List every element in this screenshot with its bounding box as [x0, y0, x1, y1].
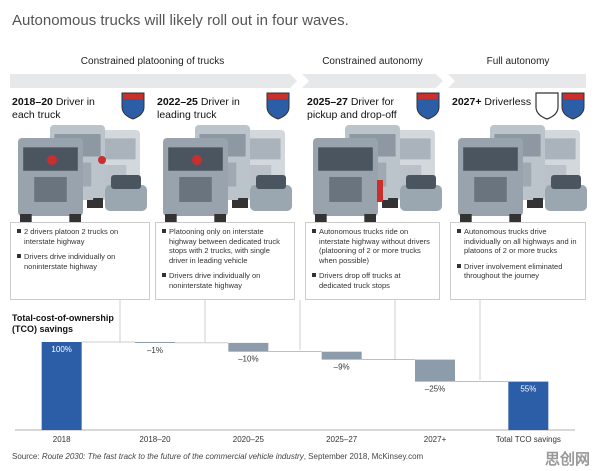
driver [377, 180, 383, 202]
bar [508, 381, 549, 430]
wheel [232, 198, 242, 208]
source: Source: Route 2030: The fast track to th… [12, 452, 423, 461]
bullet-box: Platooning only on interstate highway be… [155, 222, 295, 300]
bar [321, 351, 362, 360]
phase-header: Full autonomy [486, 56, 550, 67]
wave-label: Driverless [484, 96, 532, 108]
wheel [527, 198, 537, 208]
car-window [111, 175, 141, 189]
windshield [318, 147, 373, 171]
wave-heading: 2027+ Driverless [452, 96, 552, 109]
car [250, 185, 292, 211]
wheel [165, 214, 177, 224]
grille [179, 177, 212, 202]
car [545, 185, 587, 211]
plain-shield [535, 92, 559, 120]
value-label: –1% [147, 346, 163, 355]
bullet: 2 drivers platoon 2 trucks on interstate… [17, 227, 143, 246]
x-tick-label: 2018–20 [139, 435, 171, 444]
car-window [406, 175, 436, 189]
bullet: Driver involvement eliminated throughout… [457, 262, 579, 281]
title: Autonomous trucks will likely roll out i… [12, 12, 349, 29]
wheel [20, 214, 32, 224]
value-label: 100% [51, 345, 71, 354]
shield-top [418, 94, 438, 99]
highway-shield [266, 92, 290, 120]
driver [98, 156, 106, 164]
highway-shield [121, 92, 145, 120]
bullet: Platooning only on interstate highway be… [162, 227, 288, 265]
bullet: Drivers drive individually on noninterst… [162, 271, 288, 290]
bar [228, 342, 269, 352]
phase-header: Constrained autonomy [322, 56, 423, 67]
wheel [388, 198, 398, 208]
x-tick-label: 2020–25 [233, 435, 265, 444]
wave-period: 2022–25 [157, 96, 198, 108]
grille [329, 177, 362, 202]
wave-heading: 2018–20 Driver in each truck [12, 96, 112, 122]
x-tick-label: 2027+ [424, 435, 447, 444]
value-label: 55% [520, 385, 536, 394]
highway-shield [416, 92, 440, 120]
value-label: –10% [238, 355, 258, 364]
windshield [463, 147, 518, 171]
wave-label: Driver in each truck [12, 96, 95, 121]
car-window [256, 175, 286, 189]
bullet: Autonomous trucks drive individually on … [457, 227, 579, 256]
car-window [551, 175, 581, 189]
bullet-box: Autonomous trucks ride on interstate hig… [305, 222, 440, 300]
bar [135, 342, 175, 343]
shield-top [268, 94, 288, 99]
wheel [69, 214, 81, 224]
wheel [382, 198, 392, 208]
bullet-box: 2 drivers platoon 2 trucks on interstate… [10, 222, 150, 300]
highway-shield [561, 92, 585, 120]
wave-period: 2025–27 [307, 96, 348, 108]
grille [34, 177, 67, 202]
wave-heading: 2022–25 Driver in leading truck [157, 96, 257, 122]
car [400, 185, 442, 211]
bar [415, 359, 455, 382]
source-rest: , September 2018, McKinsey.com [303, 452, 424, 461]
wheel [460, 214, 472, 224]
wheel [364, 214, 376, 224]
source-title: Route 2030: The fast track to the future… [41, 452, 304, 461]
wave-label: Driver for pickup and drop-off [307, 96, 397, 121]
shield-top [563, 94, 583, 99]
wheel [509, 214, 521, 224]
wheel [93, 198, 103, 208]
x-tick-label: 2025–27 [326, 435, 358, 444]
wheel [315, 214, 327, 224]
value-label: –25% [425, 385, 445, 394]
wave-period: 2027+ [452, 96, 482, 108]
chart: 100% 2018 –1% 2018–20 –10% 2020–25 –9% 2025–27 –… [15, 341, 575, 444]
bar [41, 342, 82, 430]
phase-header: Constrained platooning of trucks [80, 56, 225, 67]
driver [47, 155, 57, 165]
shield-top [123, 94, 143, 99]
watermark: 思创网 [544, 451, 590, 468]
wave-heading: 2025–27 Driver for pickup and drop-off [307, 96, 407, 122]
wave-label: Driver in leading truck [157, 96, 240, 121]
bullet: Drivers drive individually on noninterst… [17, 252, 143, 271]
x-tick-label: 2018 [53, 435, 71, 444]
bullet: Drivers drop off trucks at dedicated tru… [312, 271, 433, 290]
grille [474, 177, 507, 202]
bullet-box: Autonomous trucks drive individually on … [450, 222, 586, 300]
car [105, 185, 147, 211]
wave-period: 2018–20 [12, 96, 53, 108]
wheel [238, 198, 248, 208]
value-label: –9% [334, 363, 350, 372]
wheel [214, 214, 226, 224]
wheel [533, 198, 543, 208]
source-label: Source: [12, 452, 40, 461]
driver [192, 155, 202, 165]
wheel [87, 198, 97, 208]
x-tick-label: Total TCO savings [496, 435, 561, 444]
y-axis-label: Total-cost-of-ownership (TCO) savings [12, 313, 114, 334]
bullet: Autonomous trucks ride on interstate hig… [312, 227, 433, 265]
